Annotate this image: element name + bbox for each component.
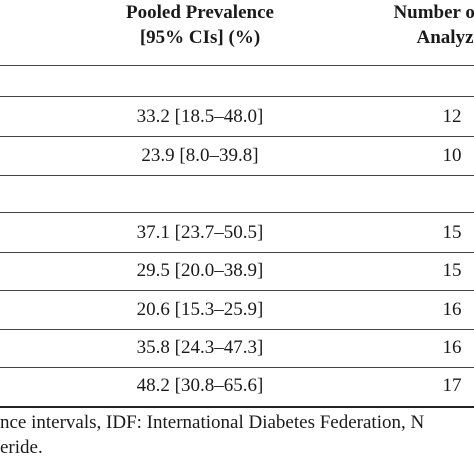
table-bottom-rule bbox=[0, 406, 474, 408]
row-rule-1 bbox=[0, 136, 474, 137]
header-prevalence-line2: [95% CIs] (%) bbox=[139, 27, 261, 48]
row-rule-6 bbox=[0, 367, 474, 368]
table-row-7-number: 17 bbox=[442, 375, 462, 396]
row-rule-3 bbox=[0, 252, 474, 253]
row-rule-2 bbox=[0, 175, 474, 176]
table-row-4-number: 15 bbox=[442, 260, 462, 281]
footnote-line-2: eride. bbox=[0, 437, 43, 458]
table-row-6-number: 16 bbox=[442, 337, 462, 358]
table-row-3-prevalence: 37.1 [23.7–50.5] bbox=[136, 222, 264, 243]
table-row-6-prevalence: 35.8 [24.3–47.3] bbox=[136, 337, 264, 358]
header-number-analyzed: Number of S Analyz bbox=[350, 0, 474, 50]
table-row-5-prevalence: 20.6 [15.3–25.9] bbox=[136, 299, 264, 320]
table-row-5-number: 16 bbox=[442, 299, 462, 320]
section-rule-2 bbox=[0, 212, 474, 213]
table-row-1-prevalence: 33.2 [18.5–48.0] bbox=[136, 106, 264, 127]
header-number-line2: Analyz bbox=[416, 27, 474, 48]
header-rule bbox=[0, 65, 474, 66]
header-number-line1: Number of S bbox=[393, 2, 474, 23]
header-prevalence-line1: Pooled Prevalence bbox=[126, 2, 274, 23]
table-row-3-number: 15 bbox=[442, 222, 462, 243]
table-row-1-number: 12 bbox=[442, 106, 462, 127]
table-row-4-prevalence: 29.5 [20.0–38.9] bbox=[136, 260, 264, 281]
table-row-2-prevalence: 23.9 [8.0–39.8] bbox=[141, 145, 259, 166]
footnote-line-1: nce intervals, IDF: International Diabet… bbox=[0, 412, 425, 433]
row-rule-4 bbox=[0, 290, 474, 291]
table-row-7-prevalence: 48.2 [30.8–65.6] bbox=[136, 375, 264, 396]
section-rule-1 bbox=[0, 96, 474, 97]
row-rule-5 bbox=[0, 329, 474, 330]
table-row-2-number: 10 bbox=[442, 145, 462, 166]
header-pooled-prevalence: Pooled Prevalence [95% CIs] (%) bbox=[60, 0, 340, 50]
